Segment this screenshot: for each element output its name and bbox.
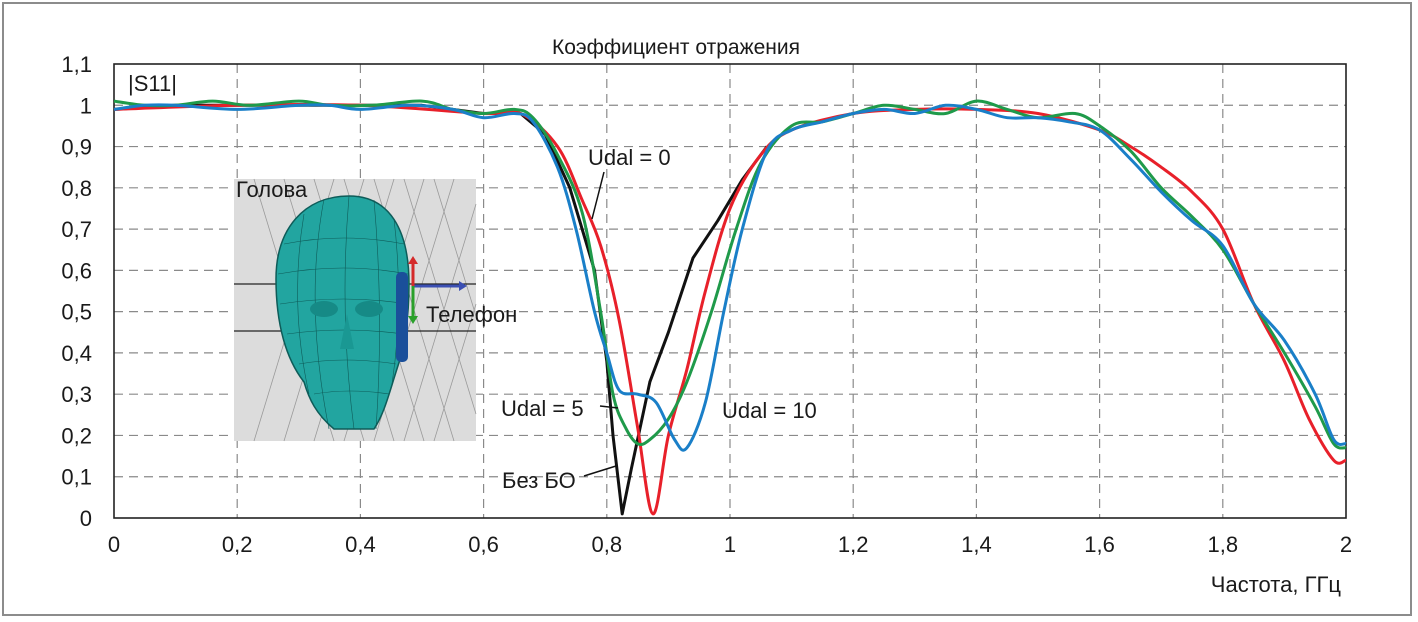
axes [113,63,1347,519]
left-eye [310,301,338,317]
x-axis-label: Частота, ГГц [1211,572,1342,597]
annotation-udal10: Udal = 10 [722,398,817,423]
y-tick-label: 0,7 [61,217,92,242]
x-tick-label: 1,4 [961,532,992,557]
head-shape [275,195,410,430]
x-tick-label: 2 [1340,532,1352,557]
annotation-bez-bo-pointer [583,465,617,477]
phone-label: Телефон [426,302,517,327]
annotation-bez-bo: Без БО [502,468,576,493]
series-line-3 [113,103,1347,452]
s11-chart: 0 0,2 0,4 0,6 0,8 1 1,2 1,4 1,6 1,8 2 0 0,1 0,2 0,3 0,4… [61,36,1352,597]
tick-labels: 0 0,2 0,4 0,6 0,8 1 1,2 1,4 1,6 1,8 2 0 0,1 0,2 0,3 0,4… [61,52,1352,557]
plot-border [113,63,1347,519]
chart-title: Коэффициент отражения [552,36,800,59]
phone-shape [396,272,408,362]
y-tick-label: 0,3 [61,382,92,407]
y-tick-label: 0,8 [61,176,92,201]
series-lines [113,99,1347,516]
x-tick-label: 0,6 [468,532,499,557]
annotation-udal5: Udal = 5 [501,396,584,421]
y-tick-label: 0,1 [61,465,92,490]
y-tick-label: 1,1 [61,52,92,77]
inset-head-model: Голова Телефон [234,177,517,442]
y-tick-label: 0,4 [61,341,92,366]
annotation-udal5-pointer [599,405,619,409]
y-axis-label: |S11| [128,71,177,96]
annotation-udal0-pointer [591,171,605,220]
head-label: Голова [236,177,308,202]
series-line-2 [113,99,1347,450]
y-tick-label: 0,2 [61,423,92,448]
x-tick-label: 0 [108,532,120,557]
x-tick-label: 0,2 [222,532,253,557]
axes-icon [408,256,467,324]
y-tick-label: 1 [80,93,92,118]
x-tick-label: 1,8 [1208,532,1239,557]
nose [340,314,354,349]
x-tick-label: 0,4 [345,532,376,557]
right-eye [355,301,383,317]
y-tick-label: 0,9 [61,135,92,160]
x-tick-label: 1,6 [1084,532,1115,557]
y-tick-label: 0,6 [61,258,92,283]
x-tick-label: 1,2 [838,532,869,557]
x-tick-label: 1 [724,532,736,557]
y-tick-label: 0,5 [61,300,92,325]
grid [114,64,1346,518]
x-tick-label: 0,8 [592,532,623,557]
y-tick-label: 0 [80,506,92,531]
annotation-udal0: Udal = 0 [588,145,671,170]
